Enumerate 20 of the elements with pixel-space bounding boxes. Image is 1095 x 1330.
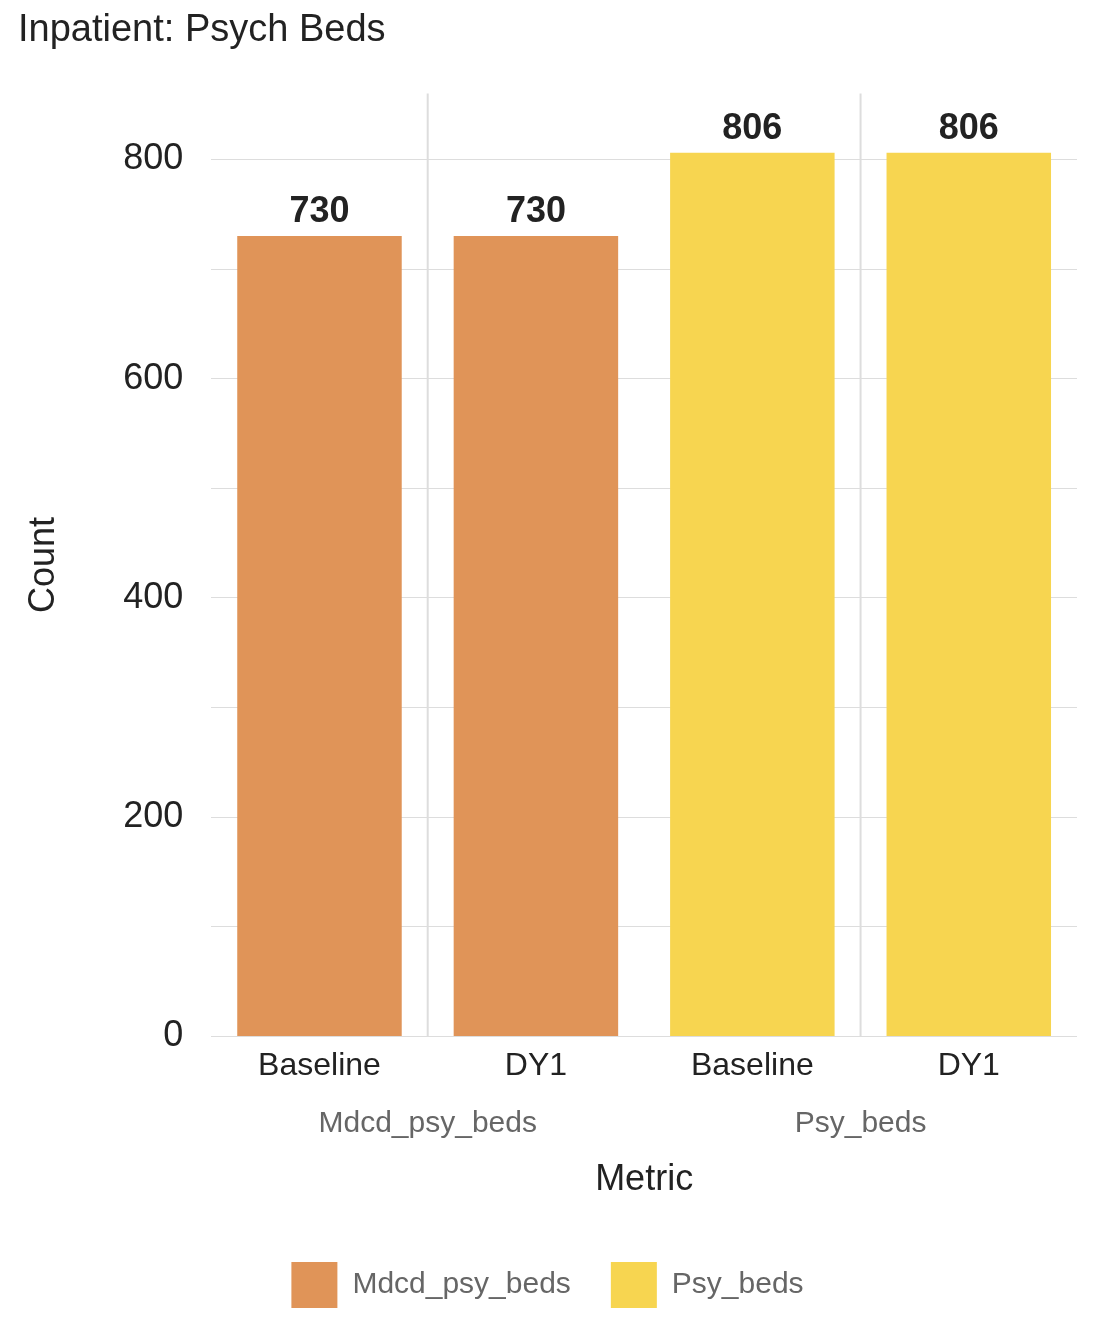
- data-label: 806: [722, 105, 783, 147]
- y-tick-label: 800: [123, 136, 184, 178]
- legend-label: Psy_beds: [671, 1266, 804, 1300]
- y-tick-label: 200: [123, 794, 184, 836]
- text: Psy_beds: [794, 1104, 927, 1138]
- x-tick-label: Baseline: [690, 1046, 814, 1083]
- x-tick-label: DY1: [937, 1046, 1000, 1083]
- x-axis-title: Metric: [595, 1157, 694, 1199]
- data-label: 730: [505, 189, 566, 231]
- y-tick-label: 0: [163, 1013, 184, 1055]
- text: Mdcd_psy_beds: [318, 1104, 537, 1138]
- x-tick-label: Baseline: [258, 1046, 381, 1083]
- y-tick-label: 600: [123, 355, 184, 397]
- data-label: 806: [938, 105, 999, 147]
- chart-title: Inpatient: Psych Beds: [18, 7, 386, 50]
- y-tick-label: 400: [123, 574, 184, 616]
- data-label: 730: [289, 189, 350, 231]
- x-tick-label: DY1: [504, 1046, 568, 1083]
- y-axis-title: Count: [20, 516, 62, 614]
- legend-label: Mdcd_psy_beds: [352, 1266, 571, 1300]
